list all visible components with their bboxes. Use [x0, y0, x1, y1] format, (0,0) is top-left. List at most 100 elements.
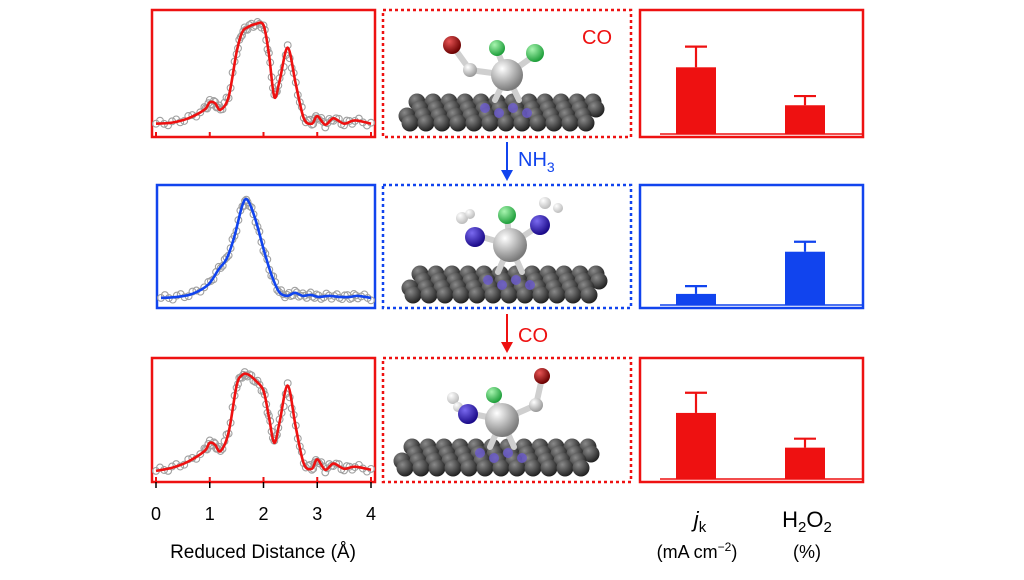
- nitrogen-atom: [489, 453, 499, 463]
- carbon-atom: [580, 286, 598, 304]
- data-point: [218, 445, 227, 453]
- nitrogen-atom: [483, 275, 493, 285]
- carbon-atom: [545, 114, 563, 132]
- hydrogen-atom: [553, 203, 563, 213]
- carbon-atom: [412, 459, 430, 477]
- nh3-label: NH: [518, 149, 547, 171]
- carbon-atom: [417, 114, 435, 132]
- x-axis-label: Reduced Distance (Å): [170, 542, 356, 563]
- carbon-atom: [508, 459, 526, 477]
- h2o2-unit: (%): [793, 542, 821, 562]
- carbon-atom: [476, 459, 494, 477]
- fit-points: [157, 195, 375, 305]
- x-tick-label: 0: [151, 504, 161, 524]
- nitrogen-atom: [517, 453, 527, 463]
- hydrogen-atom: [456, 212, 468, 224]
- jk-unit: (mA cm−2): [657, 540, 738, 562]
- co-arrow: CO: [501, 314, 548, 353]
- bar: [785, 251, 825, 305]
- x-tick-label: 1: [205, 504, 215, 524]
- jk-label: jk: [691, 507, 707, 536]
- carbon-atom: [401, 114, 419, 132]
- bar-panel-co-2: [638, 356, 865, 484]
- structure-co-1: [398, 36, 605, 132]
- carbon-atom: [524, 459, 542, 477]
- carbon-atom: [481, 114, 499, 132]
- chlorine-atom: [526, 44, 544, 62]
- data-point: [319, 117, 328, 126]
- metal-atom: [491, 59, 523, 91]
- nitrogen-atom: [475, 448, 485, 458]
- carbon-atom: [582, 445, 600, 463]
- chlorine-atom: [486, 387, 502, 403]
- nh3-subscript: 3: [547, 159, 555, 175]
- fit-points: [152, 18, 375, 132]
- bar-panel-co-1: [638, 8, 865, 139]
- structure-nh3: [401, 197, 608, 304]
- structure-panel-co-1: [381, 8, 633, 139]
- carbon-atom: [468, 286, 486, 304]
- carbon-atom: [484, 286, 502, 304]
- amine-nitrogen-atom: [530, 215, 550, 235]
- carbon-atom: [465, 114, 483, 132]
- carbon-atom: [540, 459, 558, 477]
- oxygen-atom: [534, 368, 550, 384]
- carbon-atom: [404, 286, 422, 304]
- structure-co-2: [393, 368, 600, 477]
- fit-line: [155, 372, 372, 473]
- data-point: [200, 283, 209, 292]
- carbon-atom: [433, 114, 451, 132]
- fit-line: [160, 197, 372, 300]
- hydrogen-atom: [447, 392, 459, 404]
- x-tick-label: 3: [312, 504, 322, 524]
- data-point: [216, 264, 225, 272]
- amine-nitrogen-atom: [465, 227, 485, 247]
- hydrogen-atom: [539, 197, 551, 209]
- carbon-atom: [497, 114, 515, 132]
- carbon-atom: [452, 286, 470, 304]
- carbon-atom: [590, 272, 608, 290]
- carbon-atom: [420, 286, 438, 304]
- svg-text:NH3: NH3: [518, 149, 555, 175]
- data-point: [213, 103, 222, 112]
- bar: [676, 67, 716, 134]
- exafs-panel-nh3: [155, 183, 377, 310]
- metal-atom: [493, 228, 527, 262]
- h2o2-label: H2O2: [782, 507, 832, 536]
- nitrogen-atom: [508, 103, 518, 113]
- carbon-atom: [428, 459, 446, 477]
- carbon-atom: [577, 114, 595, 132]
- structure-panel-nh3: [381, 183, 633, 310]
- chlorine-atom: [489, 40, 505, 56]
- carbon-atom: [529, 114, 547, 132]
- nitrogen-atom: [522, 108, 532, 118]
- nitrogen-atom: [480, 103, 490, 113]
- carbon-atom: [436, 286, 454, 304]
- hydrogen-atom: [465, 209, 475, 219]
- nitrogen-atom: [494, 108, 504, 118]
- carbon-atom: [529, 398, 543, 412]
- oxygen-atom: [443, 36, 461, 54]
- carbon-atom: [532, 286, 550, 304]
- bar: [785, 105, 825, 134]
- carbon-atom: [396, 459, 414, 477]
- co-arrow-label: CO: [518, 325, 548, 347]
- data-point: [275, 288, 284, 296]
- carbon-atom: [556, 459, 574, 477]
- carbon-atom: [548, 286, 566, 304]
- carbon-atom: [513, 114, 531, 132]
- data-point: [340, 291, 349, 300]
- carbon-atom: [587, 100, 605, 118]
- data-point: [281, 293, 289, 302]
- fit-line: [155, 21, 372, 126]
- carbon-atom: [492, 459, 510, 477]
- data-point: [340, 466, 349, 475]
- chlorine-atom: [498, 206, 516, 224]
- nh3-arrow: NH3: [501, 142, 555, 181]
- bar: [676, 412, 716, 479]
- carbon-atom: [463, 63, 477, 77]
- nitrogen-atom: [503, 448, 513, 458]
- amine-nitrogen-atom: [458, 404, 478, 424]
- data-point: [290, 286, 299, 295]
